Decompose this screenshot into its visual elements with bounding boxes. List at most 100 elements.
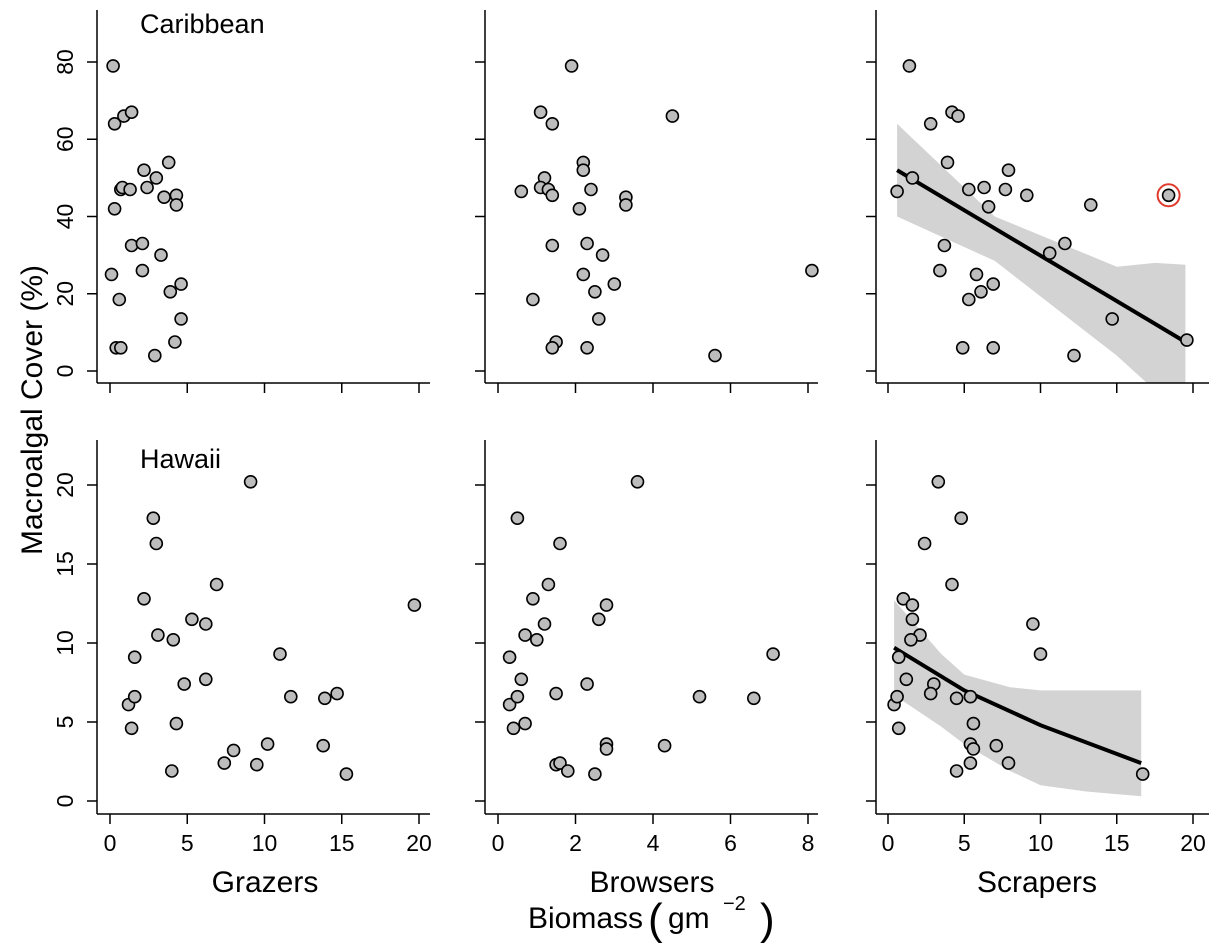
- data-point: [217, 756, 232, 770]
- data-point: [961, 182, 976, 197]
- data-point: [260, 737, 275, 751]
- highlighted-data-point: [1161, 188, 1176, 203]
- data-point: [961, 292, 976, 307]
- data-point: [148, 348, 162, 363]
- data-point: [330, 686, 344, 701]
- data-point: [174, 277, 188, 291]
- data-point: [963, 689, 978, 704]
- data-point: [986, 340, 1001, 355]
- data-point: [657, 738, 672, 753]
- data-point: [502, 697, 517, 712]
- data-point: [599, 598, 614, 612]
- data-point: [243, 474, 258, 489]
- data-point: [630, 474, 645, 489]
- data-point: [580, 677, 594, 691]
- data-point: [896, 591, 911, 606]
- y-tick-label: 0: [52, 795, 78, 808]
- data-point: [969, 267, 984, 282]
- data-point: [149, 536, 164, 551]
- data-point: [692, 689, 707, 704]
- data-point: [607, 277, 622, 291]
- data-point: [510, 689, 525, 704]
- data-point: [890, 184, 904, 199]
- x-title-grazers: Grazers: [212, 866, 319, 899]
- data-point: [1105, 312, 1119, 326]
- panel-caribbean-browsers: [475, 10, 819, 393]
- y-tick-label: 0: [52, 365, 78, 378]
- data-point: [708, 348, 722, 363]
- data-point: [949, 764, 964, 778]
- y-axis-title: Macroalgal Cover (%): [16, 265, 49, 555]
- right-paren: ): [760, 895, 775, 944]
- y-tick-label: 20: [52, 472, 78, 498]
- data-point: [163, 284, 178, 299]
- data-point: [989, 738, 1004, 753]
- data-point: [974, 284, 988, 299]
- data-point: [283, 689, 298, 704]
- data-point: [149, 171, 164, 185]
- data-point: [899, 672, 914, 687]
- data-point: [541, 577, 556, 592]
- trend-line: [896, 168, 1187, 344]
- data-point: [127, 689, 142, 704]
- data-point: [890, 689, 904, 704]
- data-point: [576, 267, 591, 282]
- data-point: [1026, 617, 1040, 631]
- data-point: [902, 59, 917, 73]
- data-point: [124, 238, 139, 253]
- highlight-ring: [1156, 183, 1181, 208]
- data-point: [766, 647, 780, 661]
- data-point: [545, 188, 560, 203]
- data-point: [529, 632, 544, 647]
- data-point: [572, 202, 587, 216]
- x-title-scrapers: Scrapers: [977, 866, 1097, 899]
- data-point: [177, 677, 191, 691]
- y-tick-label: 40: [52, 204, 78, 230]
- x-axis-unit: gm: [668, 902, 710, 935]
- data-point: [595, 248, 610, 262]
- data-point: [168, 335, 182, 349]
- data-point: [273, 647, 287, 661]
- data-point: [963, 756, 978, 770]
- data-point: [317, 691, 332, 706]
- data-point: [564, 59, 579, 73]
- data-point: [518, 628, 532, 642]
- data-point: [1020, 188, 1034, 203]
- region-label-hawaii: Hawaii: [140, 444, 221, 474]
- data-point: [977, 180, 991, 195]
- data-point: [998, 182, 1013, 197]
- x-axis-unit-exponent: −2: [723, 893, 746, 915]
- data-point: [151, 628, 165, 642]
- data-point: [114, 340, 128, 355]
- data-point: [905, 171, 920, 185]
- data-point: [966, 742, 981, 756]
- panel-caribbean-grazers: 0 20 40 60 80 Caribbean: [52, 9, 430, 393]
- data-point: [591, 312, 606, 326]
- data-point: [805, 263, 819, 278]
- data-point: [588, 284, 602, 299]
- data-point: [931, 474, 946, 489]
- y-tick-label: 20: [52, 281, 78, 307]
- data-point: [917, 536, 932, 551]
- data-point: [140, 180, 154, 195]
- data-point: [1001, 756, 1016, 770]
- x-tick-label: 2: [569, 830, 582, 856]
- data-point: [1001, 163, 1016, 177]
- data-point: [553, 536, 567, 551]
- panel-hawaii-browsers: 0 2 4 6 8: [475, 440, 818, 856]
- data-point: [107, 202, 122, 216]
- x-tick-label: 15: [1104, 830, 1130, 856]
- data-point: [905, 612, 920, 627]
- data-point: [407, 598, 422, 612]
- data-point: [316, 738, 331, 753]
- x-tick-label: 0: [882, 830, 895, 856]
- x-tick-label: 20: [406, 830, 432, 856]
- data-point: [199, 617, 213, 631]
- region-label-caribbean: Caribbean: [140, 9, 265, 39]
- data-point: [955, 340, 970, 355]
- data-point: [545, 117, 560, 131]
- data-point: [665, 109, 680, 123]
- data-point: [249, 757, 264, 772]
